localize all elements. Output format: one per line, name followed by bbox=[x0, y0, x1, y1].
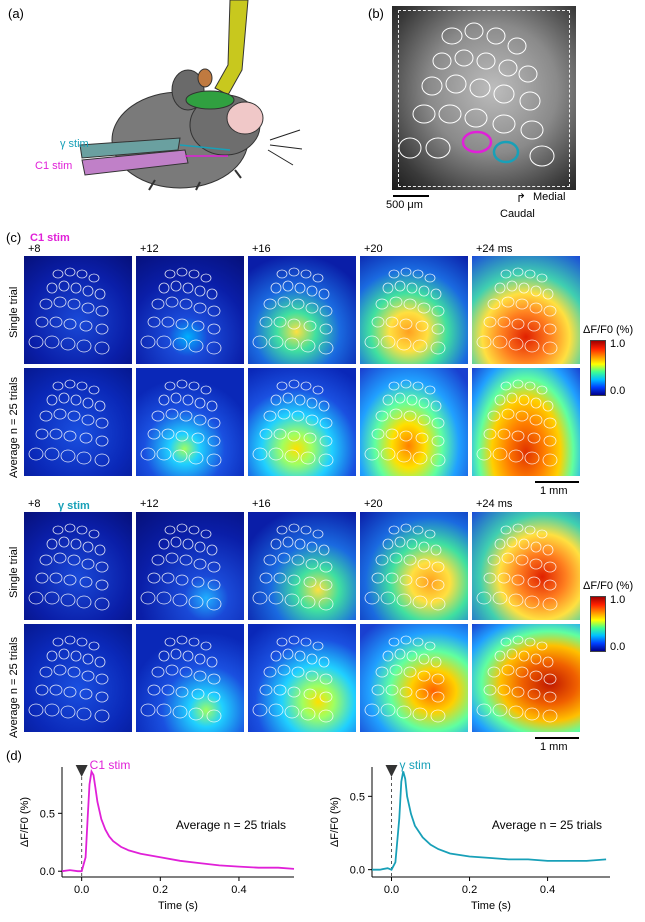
row-label-average: Average n = 25 trials bbox=[8, 637, 20, 738]
row-label-single: Single trial bbox=[8, 546, 20, 598]
x-tick-label: 0.0 bbox=[384, 884, 399, 896]
x-tick-label: 0.0 bbox=[74, 884, 89, 896]
x-tick-label: 0.4 bbox=[231, 884, 246, 896]
map-gamma-single-12 bbox=[136, 512, 244, 620]
time-label: +12 bbox=[140, 243, 159, 255]
time-label: +20 bbox=[364, 498, 383, 510]
time-label: +24 ms bbox=[476, 243, 513, 255]
y-axis-label: ΔF/F0 (%) bbox=[19, 797, 31, 847]
gamma-stim-label-a: γ stim bbox=[60, 138, 89, 150]
x-tick-label: 0.2 bbox=[153, 884, 168, 896]
c1-block-title: C1 stim bbox=[30, 232, 70, 244]
average-annotation: Average n = 25 trials bbox=[176, 818, 286, 832]
time-label: +8 bbox=[28, 498, 41, 510]
scale-label-b: 500 μm bbox=[386, 199, 423, 211]
stim-arrow-icon bbox=[385, 765, 398, 777]
medial-label: Medial bbox=[533, 191, 566, 203]
y-tick-label: 0.0 bbox=[350, 865, 365, 877]
x-tick-label: 0.4 bbox=[540, 884, 555, 896]
map-c1-average-16 bbox=[248, 368, 356, 476]
map-gamma-single-8 bbox=[24, 512, 132, 620]
map-gamma-average-24 bbox=[472, 624, 580, 732]
map-gamma-single-24 bbox=[472, 512, 580, 620]
orientation-arrow-icon: ↱ bbox=[516, 191, 527, 205]
scale-bar-c1 bbox=[535, 481, 579, 483]
panel-b-label: (b) bbox=[368, 6, 384, 21]
colorbar-tick-low: 0.0 bbox=[610, 641, 626, 653]
map-c1-average-12 bbox=[136, 368, 244, 476]
time-label: +16 bbox=[252, 243, 271, 255]
map-c1-average-20 bbox=[360, 368, 468, 476]
time-label: +24 ms bbox=[476, 498, 513, 510]
map-c1-average-24 bbox=[472, 368, 580, 476]
map-c1-single-20 bbox=[360, 256, 468, 364]
stim-label: γ stim bbox=[400, 758, 431, 772]
map-gamma-single-20 bbox=[360, 512, 468, 620]
mouse-illustration bbox=[79, 0, 303, 191]
traces-chart: 0.0 0.2 0.4 0.0 0.5 C1 stim Average n = 25 tri… bbox=[19, 758, 610, 912]
colorbar-tick-high: 1.0 bbox=[610, 338, 626, 350]
map-gamma-average-20 bbox=[360, 624, 468, 732]
gamma-block-title: γ stim bbox=[58, 500, 90, 512]
colorbar-label-gamma: ΔF/F0 (%) bbox=[583, 580, 634, 592]
y-tick-label: 0.5 bbox=[350, 791, 365, 803]
scale-label-c1: 1 mm bbox=[540, 485, 568, 497]
x-axis-label: Time (s) bbox=[471, 900, 511, 912]
stim-arrow-icon bbox=[75, 765, 88, 777]
y-axis-label: ΔF/F0 (%) bbox=[329, 797, 341, 847]
x-axis-label: Time (s) bbox=[158, 900, 198, 912]
colorbar-c1 bbox=[590, 340, 606, 396]
time-label: +20 bbox=[364, 243, 383, 255]
time-label: +16 bbox=[252, 498, 271, 510]
response-trace bbox=[372, 771, 607, 871]
colorbar-label-c1: ΔF/F0 (%) bbox=[583, 324, 634, 336]
map-c1-average-8 bbox=[24, 368, 132, 476]
panel-d-label: (d) bbox=[6, 748, 22, 763]
colorbar-tick-low: 0.0 bbox=[610, 385, 626, 397]
barrel-field-image bbox=[392, 6, 576, 190]
c1-stim-label-a: C1 stim bbox=[35, 160, 73, 172]
map-gamma-average-8 bbox=[24, 624, 132, 732]
response-trace bbox=[61, 768, 295, 873]
colorbar-gamma bbox=[590, 596, 606, 652]
map-gamma-average-16 bbox=[248, 624, 356, 732]
y-tick-label: 0.0 bbox=[40, 866, 55, 878]
caudal-label: Caudal bbox=[500, 208, 535, 220]
colorbar-tick-high: 1.0 bbox=[610, 594, 626, 606]
panel-c-label: (c) bbox=[6, 230, 22, 245]
scale-label-gamma: 1 mm bbox=[540, 741, 568, 753]
row-label-average: Average n = 25 trials bbox=[8, 377, 20, 478]
time-label: +12 bbox=[140, 498, 159, 510]
stim-label: C1 stim bbox=[90, 758, 131, 772]
map-gamma-average-12 bbox=[136, 624, 244, 732]
average-annotation: Average n = 25 trials bbox=[492, 818, 602, 832]
row-label-single: Single trial bbox=[8, 286, 20, 338]
map-c1-single-12 bbox=[136, 256, 244, 364]
map-c1-single-8 bbox=[24, 256, 132, 364]
scale-bar-b bbox=[393, 195, 429, 197]
map-c1-single-16 bbox=[248, 256, 356, 364]
scale-bar-gamma bbox=[535, 737, 579, 739]
map-c1-single-24 bbox=[472, 256, 580, 364]
time-label: +8 bbox=[28, 243, 41, 255]
x-tick-label: 0.2 bbox=[462, 884, 477, 896]
map-gamma-single-16 bbox=[248, 512, 356, 620]
y-tick-label: 0.5 bbox=[40, 808, 55, 820]
panel-a-label: (a) bbox=[8, 6, 24, 21]
